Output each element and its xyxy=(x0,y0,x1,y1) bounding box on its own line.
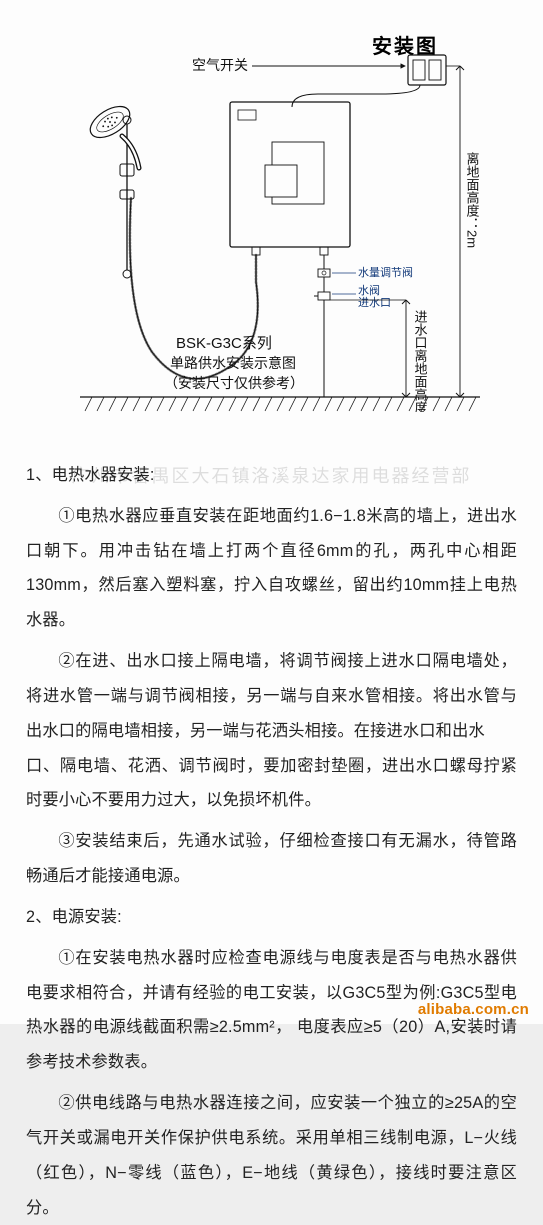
para-5: ②供电线路与电热水器连接之间，应安装一个独立的≥25A的空气开关或漏电开关作保护… xyxy=(26,1086,517,1225)
section-1-title: 1、电热水器安装: xyxy=(26,458,517,493)
installation-diagram: 空气开关 水量调节阀 水阀 进水口 xyxy=(80,52,500,412)
label-flow-adj: 水量调节阀 xyxy=(358,265,413,279)
instructions-body: 1、电热水器安装: ①电热水器应垂直安装在距地面约1.6−1.8米高的墙上，进出… xyxy=(26,458,517,1225)
series-desc: 单路供水安装示意图 xyxy=(170,355,296,371)
series-model: BSK-G3C系列 xyxy=(176,335,272,352)
document-page: 安装图 xyxy=(0,0,543,1024)
footer-watermark: alibaba.com.cn xyxy=(418,1001,529,1018)
label-air-switch: 空气开关 xyxy=(192,57,248,73)
section-2-title: 2、电源安装: xyxy=(26,900,517,935)
series-note: （安装尺寸仅供参考） xyxy=(164,375,304,391)
para-2b: 口、隔电墙、花洒、调节阀时，要加密封垫圈，进出水口螺母拧紧时要小心不要用力过大，… xyxy=(26,749,517,819)
para-3: ③安装结束后，先通水试验，仔细检查接口有无漏水，待管路畅通后才能接通电源。 xyxy=(26,824,517,894)
label-total-height: 离地面高度：2m xyxy=(465,151,480,248)
label-inlet: 进水口 xyxy=(358,296,391,309)
label-water-valve: 水阀 xyxy=(358,283,380,297)
para-1: ①电热水器应垂直安装在距地面约1.6−1.8米高的墙上，进出水口朝下。用冲击钻在… xyxy=(26,499,517,638)
para-2: ②在进、出水口接上隔电墙，将调节阀接上进水口隔电墙处，将进水管一端与调节阀相接，… xyxy=(26,644,517,748)
label-inlet-height: 进水口离地面高度：1.1m xyxy=(413,310,428,412)
